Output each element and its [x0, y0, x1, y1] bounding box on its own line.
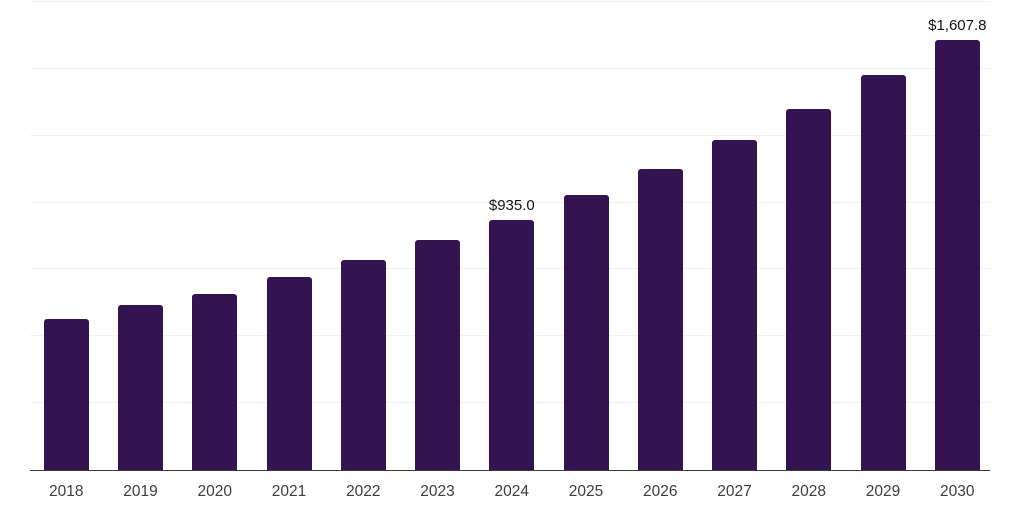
x-tick-2019: 2019 — [123, 483, 158, 500]
x-tick-2030: 2030 — [940, 483, 975, 500]
bar-2024 — [489, 219, 535, 470]
bar-2022 — [340, 259, 386, 470]
bar-2025 — [563, 194, 609, 470]
bar-2023 — [415, 240, 461, 470]
x-tick-2026: 2026 — [643, 483, 678, 500]
bar-2021 — [266, 276, 312, 470]
x-tick-2028: 2028 — [791, 483, 827, 500]
bar-2026 — [637, 168, 683, 470]
grid-line — [30, 1, 990, 2]
bar-2020 — [192, 293, 238, 470]
grid-line — [30, 67, 990, 69]
x-tick-2022: 2022 — [346, 483, 381, 500]
plot-area: $935.0 $1,607.8 — [30, 1, 990, 471]
x-tick-2029: 2029 — [865, 483, 901, 500]
x-tick-2025: 2025 — [568, 483, 604, 500]
x-tick-2024: 2024 — [494, 483, 530, 500]
x-tick-2027: 2027 — [717, 483, 752, 500]
x-axis: 2018 2019 2020 2021 2022 2023 2024 2025 2026 2027… — [30, 470, 990, 512]
value-label-2030: $1,607.8 — [928, 17, 987, 35]
bar-2018 — [43, 319, 89, 470]
bar-2030 — [934, 40, 980, 470]
x-tick-2018: 2018 — [49, 483, 84, 500]
x-tick-2023: 2023 — [420, 483, 455, 500]
x-tick-2020: 2020 — [197, 483, 233, 500]
bar-2029 — [860, 74, 906, 470]
value-label-2024: $935.0 — [488, 196, 535, 214]
bar-2028 — [786, 108, 832, 470]
bar-2027 — [712, 140, 758, 470]
x-tick-2021: 2021 — [271, 483, 307, 500]
bar-2019 — [118, 305, 164, 470]
grid-line — [30, 134, 990, 136]
grid-line — [30, 201, 990, 203]
